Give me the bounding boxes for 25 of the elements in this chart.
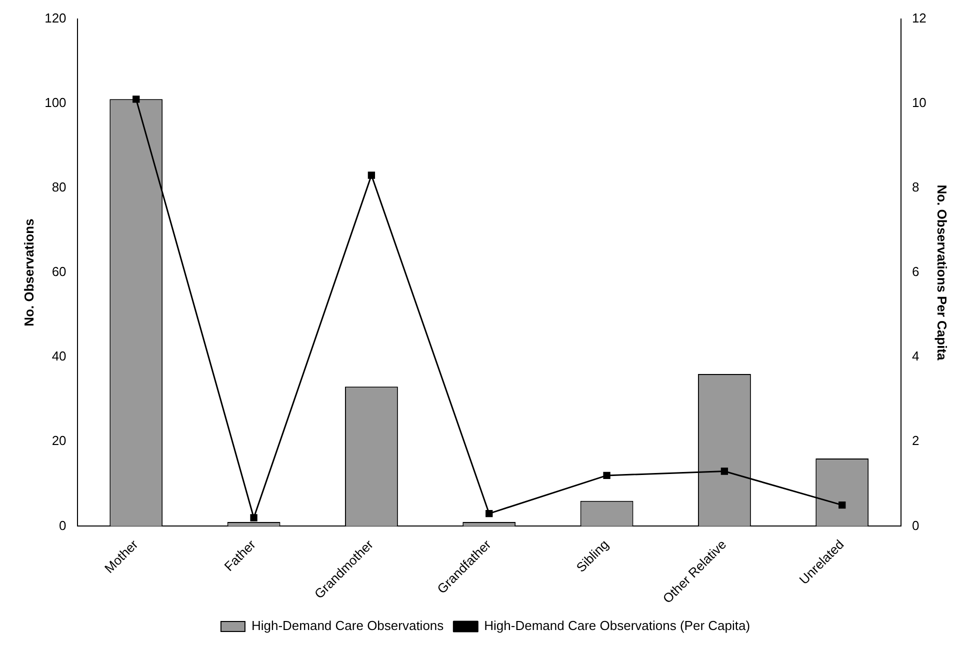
y-tick-label: 20: [52, 433, 66, 448]
y-tick-label: 60: [52, 264, 66, 280]
y-tick-label: 40: [52, 348, 66, 364]
y-tick-label: 0: [59, 518, 66, 533]
y2-tick-label: 12: [912, 10, 926, 26]
y2-axis-title: No. Observations Per Capita: [934, 184, 950, 362]
y2-tick-label: 0: [912, 518, 920, 533]
y2-tick-label: 2: [912, 433, 920, 448]
point: [486, 510, 493, 518]
y2-tick-label: 10: [912, 94, 926, 110]
y2-tick-label: 8: [912, 180, 920, 195]
legend-label: High-Demand Care Observations (Per Capita): [484, 618, 750, 634]
y2-tick-label: 6: [912, 264, 920, 280]
y-tick-label: 120: [44, 10, 66, 26]
y2-tick-label: 4: [912, 348, 920, 364]
legend-label: High-Demand Care Observations: [251, 618, 444, 634]
point: [250, 514, 258, 522]
y-tick-label: 100: [44, 94, 66, 110]
point: [368, 172, 376, 179]
point: [603, 472, 610, 480]
point: [720, 468, 728, 475]
y-axis-title: No. Observations: [21, 218, 36, 326]
point: [838, 501, 846, 509]
y-tick-label: 80: [52, 180, 66, 195]
point: [132, 96, 140, 103]
